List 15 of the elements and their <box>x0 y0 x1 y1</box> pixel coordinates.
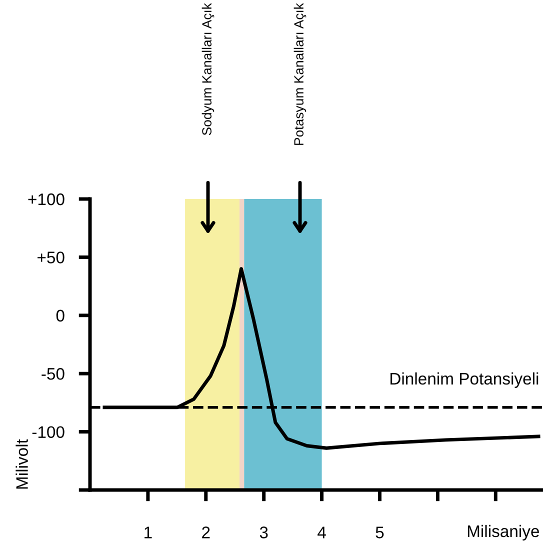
y-tick-label: +50 <box>38 252 64 264</box>
x-tick-label: 5 <box>376 526 384 538</box>
y-tick-label: -50 <box>42 368 64 380</box>
y-axis-title: Milivolt <box>16 439 28 489</box>
x-tick-label: 4 <box>318 526 326 538</box>
ref-line-label: Dinlenim Potansiyeli <box>390 372 538 388</box>
text: Potasyum Kanalları Açık <box>294 2 306 145</box>
x-tick-label: 3 <box>260 526 268 538</box>
x-axis-title: Milisaniye <box>468 524 539 540</box>
x-tick-label: 1 <box>144 526 152 538</box>
y-tick-label: 0 <box>56 310 64 322</box>
y-tick-label: +100 <box>28 193 64 206</box>
text: Sodyum Kanalları Açık <box>202 2 214 136</box>
x-tick-label: 2 <box>202 526 210 538</box>
y-tick-label: -100 <box>32 426 64 438</box>
